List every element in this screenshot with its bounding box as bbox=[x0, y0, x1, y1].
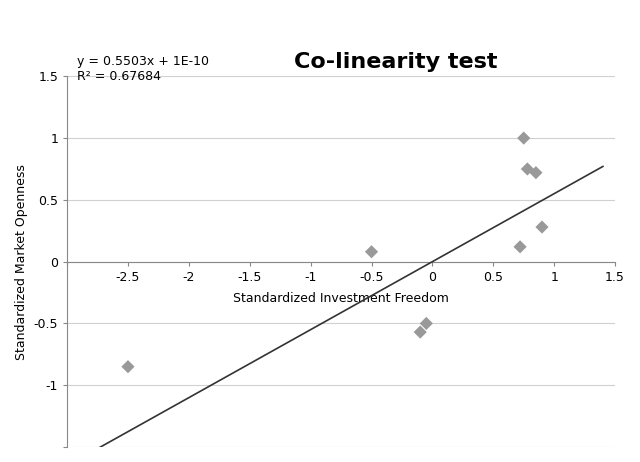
Title: Co-linearity test: Co-linearity test bbox=[294, 52, 498, 72]
Point bbox=[366, 248, 376, 255]
Point bbox=[522, 165, 532, 173]
Y-axis label: Standardized Market Openness: Standardized Market Openness bbox=[15, 164, 28, 359]
Point bbox=[421, 320, 431, 327]
Point bbox=[537, 223, 547, 231]
Point bbox=[515, 243, 525, 250]
Point bbox=[415, 328, 426, 336]
Point bbox=[531, 169, 541, 176]
Text: y = 0.5503x + 1E-10
R² = 0.67684: y = 0.5503x + 1E-10 R² = 0.67684 bbox=[77, 55, 209, 84]
Point bbox=[123, 363, 133, 371]
X-axis label: Standardized Investment Freedom: Standardized Investment Freedom bbox=[233, 292, 449, 305]
Point bbox=[518, 134, 529, 142]
